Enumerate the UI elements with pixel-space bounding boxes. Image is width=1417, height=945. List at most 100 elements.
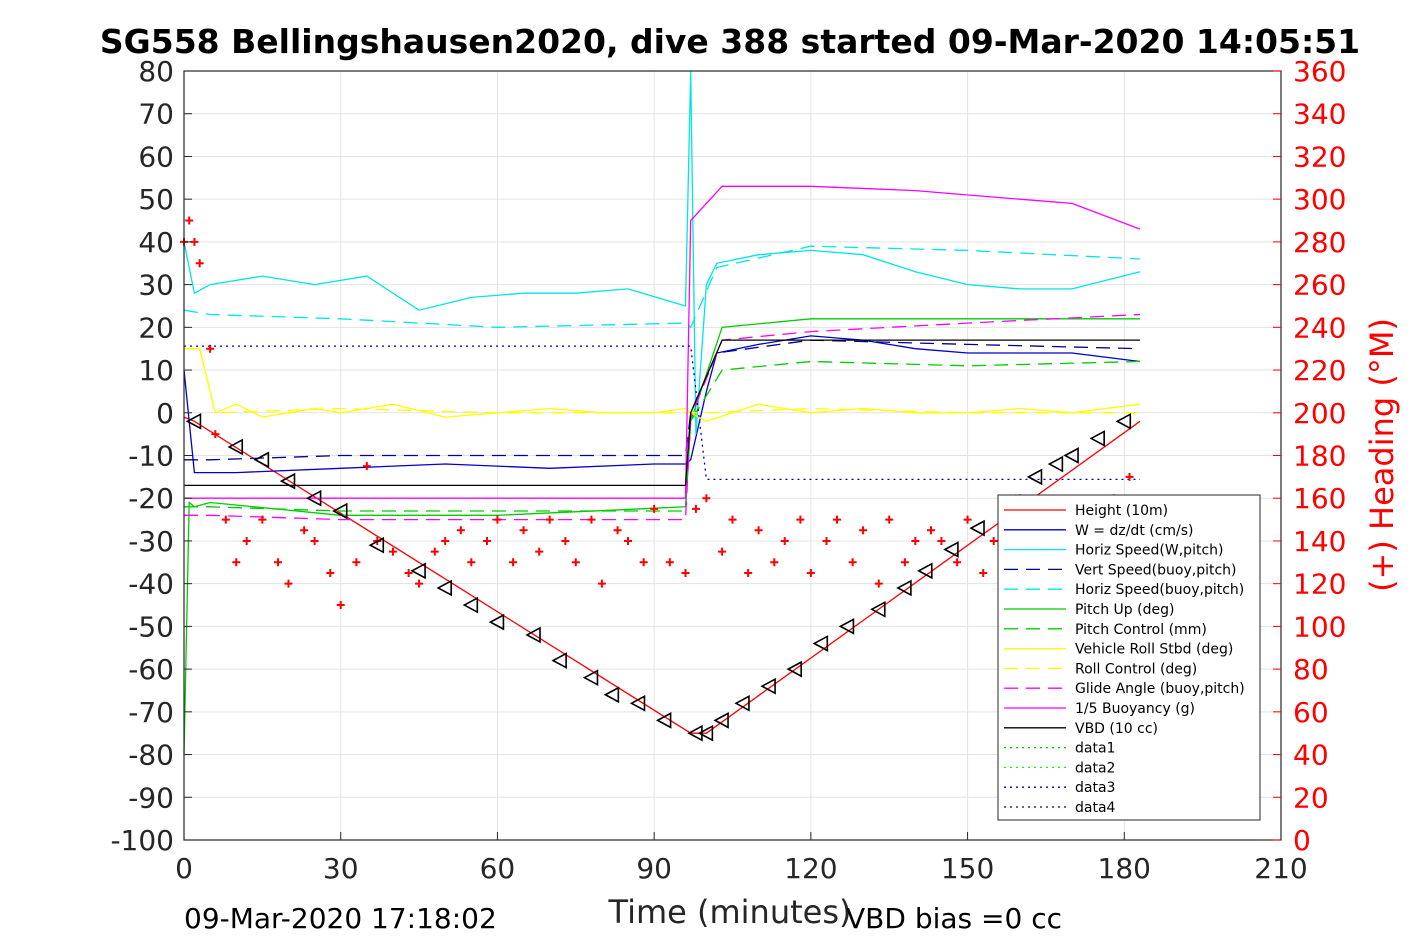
tick-label-left: -40	[128, 568, 174, 601]
right-axis-label: (+) Heading (°M)	[1363, 318, 1401, 592]
tick-label-right: 240	[1293, 311, 1346, 344]
triangle-marker	[943, 541, 959, 558]
chart-title: SG558 Bellingshausen2020, dive 388 start…	[100, 22, 1360, 61]
triangle-marker	[838, 618, 855, 635]
tick-label-right: 200	[1293, 397, 1346, 430]
tick-label-left: 60	[138, 140, 174, 173]
tick-label-right: 360	[1293, 55, 1346, 88]
tick-label-right: 140	[1293, 525, 1346, 558]
tick-label-left: 70	[138, 98, 174, 131]
tick-label-x: 150	[941, 852, 994, 885]
triangle-marker	[185, 412, 202, 430]
heading-point	[780, 536, 789, 545]
legend-entry: Height (10m)	[1075, 503, 1168, 519]
triangle-marker	[786, 660, 802, 678]
heading-point	[388, 547, 397, 556]
triangle-marker	[488, 613, 505, 631]
tick-label-right: 0	[1293, 824, 1311, 857]
series-line-8	[184, 348, 1140, 414]
triangle-marker	[227, 438, 244, 456]
tick-label-right: 100	[1293, 610, 1346, 643]
heading-point	[509, 558, 518, 567]
tick-label-right: 300	[1293, 183, 1346, 216]
heading-point	[979, 568, 988, 577]
heading-point	[796, 515, 805, 524]
heading-point	[310, 536, 319, 545]
tick-label-right: 20	[1293, 781, 1329, 814]
legend-entry: data4	[1075, 800, 1116, 816]
legend-entry: Pitch Control (mm)	[1075, 622, 1207, 638]
heading-point	[441, 536, 450, 545]
tick-label-left: -50	[128, 610, 174, 643]
triangle-marker	[368, 536, 385, 554]
legend-entry: VBD (10 cc)	[1075, 721, 1158, 737]
heading-point	[754, 526, 763, 535]
heading-point	[900, 558, 909, 567]
heading-point	[519, 526, 528, 535]
heading-point	[185, 216, 194, 225]
heading-point	[587, 515, 596, 524]
legend-entry: Pitch Up (deg)	[1075, 602, 1174, 618]
legend-entry: data3	[1075, 780, 1115, 796]
heading-point	[650, 504, 659, 513]
triangle-marker	[655, 712, 672, 729]
tick-label-left: -80	[128, 739, 174, 772]
triangle-marker	[1063, 447, 1079, 464]
heading-point	[571, 558, 580, 567]
tick-label-x: 180	[1098, 852, 1151, 885]
series-line-11	[184, 339, 1140, 487]
heading-point	[624, 536, 633, 545]
tick-label-left: 50	[138, 183, 174, 216]
tick-label-right: 220	[1293, 354, 1346, 387]
triangle-marker	[1115, 412, 1132, 430]
tick-label-left: -60	[128, 653, 174, 686]
tick-label-right: 280	[1293, 226, 1346, 259]
triangle-marker	[410, 562, 426, 580]
heading-point	[326, 568, 335, 577]
triangle-marker	[551, 652, 567, 669]
heading-point	[211, 430, 220, 439]
heading-point	[832, 515, 841, 524]
heading-point	[848, 558, 857, 567]
legend-entry: Glide Angle (buoy,pitch)	[1075, 681, 1245, 697]
tick-label-left: 10	[138, 354, 174, 387]
heading-point	[770, 558, 779, 567]
heading-point	[300, 526, 309, 535]
heading-point	[639, 558, 648, 567]
tick-label-left: -100	[110, 824, 174, 857]
legend-entry: Roll Control (deg)	[1075, 661, 1197, 677]
triangle-marker	[629, 694, 646, 712]
legend: Height (10m) W = dz/dt (cm/s) Horiz Speed(…	[997, 494, 1261, 821]
legend-entry: W = dz/dt (cm/s)	[1075, 523, 1194, 539]
legend-entry: Vert Speed(buoy,pitch)	[1075, 562, 1237, 578]
triangle-marker	[760, 677, 776, 695]
triangle-marker	[603, 686, 620, 704]
tick-label-x: 60	[480, 852, 516, 885]
heading-point	[232, 558, 241, 567]
heading-point	[284, 579, 293, 588]
triangle-marker	[1026, 468, 1043, 486]
triangle-marker	[582, 669, 599, 686]
heading-point	[493, 515, 502, 524]
heading-point	[911, 536, 920, 545]
heading-point	[482, 536, 491, 545]
tick-label-x: 30	[323, 852, 359, 885]
heading-point	[597, 579, 606, 588]
tick-label-right: 40	[1293, 739, 1329, 772]
heading-point	[744, 568, 753, 577]
left-axis-ticks: 80 70 60 50 40 30 20 10 0 -10 -20 -30 -40 -50 -60 -70 -8…	[110, 55, 192, 857]
series-line-2	[183, 70, 1141, 435]
triangle-marker	[896, 579, 912, 597]
heading-point	[702, 494, 711, 503]
triangle-marker	[870, 600, 886, 618]
heading-point	[352, 558, 361, 567]
heading-point	[681, 568, 690, 577]
tick-label-left: 0	[156, 397, 174, 430]
tick-label-left: 30	[138, 269, 174, 302]
footer-vbd-bias: VBD bias =0 cc	[846, 902, 1062, 935]
tick-label-left: -30	[128, 525, 174, 558]
tick-label-left: 20	[138, 311, 174, 344]
series-layer	[183, 70, 1141, 755]
right-axis-ticks: 3603403203002802602402202001801601401201…	[1273, 55, 1346, 857]
